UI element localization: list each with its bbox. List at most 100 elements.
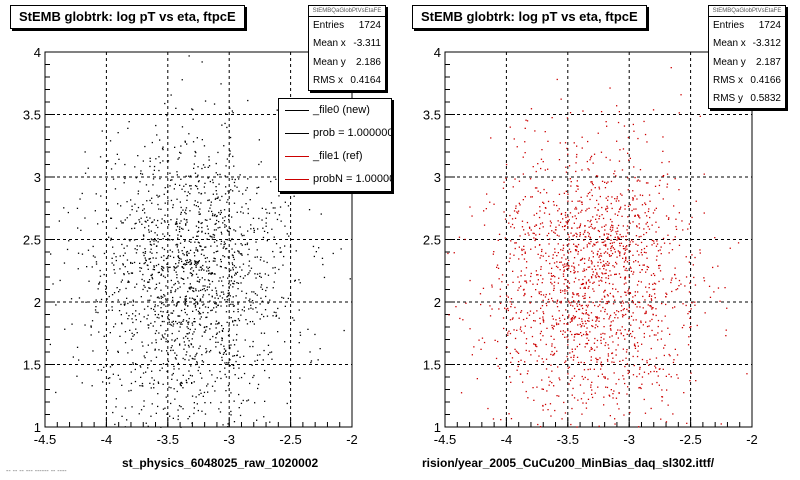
scatter-point	[655, 207, 657, 209]
scatter-point	[624, 252, 626, 254]
scatter-point	[124, 426, 126, 428]
scatter-point	[149, 257, 151, 260]
scatter-point	[266, 212, 268, 214]
scatter-point	[614, 213, 616, 215]
scatter-point	[584, 294, 586, 297]
scatter-point	[530, 296, 533, 298]
scatter-point	[126, 259, 129, 261]
scatter-point	[558, 310, 560, 312]
scatter-point	[151, 342, 153, 344]
scatter-point	[663, 242, 666, 244]
scatter-point	[78, 297, 81, 299]
scatter-point	[691, 302, 693, 304]
scatter-point	[247, 178, 249, 180]
scatter-point	[625, 239, 627, 241]
scatter-point	[195, 249, 197, 251]
scatter-point	[638, 227, 641, 229]
scatter-point	[130, 382, 133, 385]
scatter-point	[600, 339, 602, 342]
scatter-point	[650, 306, 652, 308]
scatter-point	[583, 239, 585, 241]
scatter-point	[174, 357, 177, 359]
scatter-point	[230, 392, 232, 394]
scatter-point	[667, 327, 669, 329]
scatter-point	[247, 212, 249, 215]
scatter-point	[143, 316, 145, 318]
scatter-point	[321, 257, 324, 259]
scatter-point	[662, 136, 664, 138]
scatter-point	[255, 307, 257, 309]
scatter-point	[189, 210, 191, 212]
scatter-point	[469, 279, 471, 282]
scatter-point	[256, 256, 258, 258]
scatter-point	[230, 280, 232, 282]
scatter-point	[176, 246, 178, 248]
scatter-point	[503, 181, 505, 183]
scatter-point	[238, 407, 240, 409]
scatter-point	[594, 337, 596, 340]
scatter-point	[200, 316, 202, 318]
scatter-point	[286, 233, 288, 235]
scatter-point	[573, 267, 576, 269]
scatter-point	[638, 215, 640, 217]
scatter-point	[495, 357, 498, 360]
scatter-point	[218, 322, 220, 325]
scatter-point	[151, 276, 153, 279]
scatter-point	[235, 360, 237, 363]
scatter-point	[556, 234, 558, 236]
scatter-point	[201, 222, 203, 224]
scatter-point	[228, 283, 230, 285]
scatter-point	[184, 358, 186, 361]
scatter-point	[657, 339, 659, 341]
scatter-point	[195, 288, 197, 290]
scatter-point	[163, 248, 166, 251]
scatter-point	[647, 182, 649, 184]
scatter-point	[717, 265, 719, 267]
scatter-point	[591, 261, 593, 263]
scatter-point	[180, 235, 182, 237]
scatter-point	[578, 295, 580, 297]
scatter-point	[158, 156, 160, 158]
scatter-point	[187, 321, 189, 324]
scatter-point	[115, 259, 117, 262]
scatter-point	[228, 250, 230, 252]
scatter-point	[118, 158, 120, 160]
scatter-point	[725, 329, 727, 331]
scatter-point	[614, 251, 616, 253]
scatter-point	[232, 263, 234, 266]
scatter-point	[176, 302, 178, 304]
scatter-point	[180, 382, 182, 384]
scatter-point	[645, 203, 647, 206]
scatter-point	[214, 302, 216, 305]
scatter-point	[123, 182, 125, 184]
scatter-point	[186, 195, 188, 197]
scatter-point	[198, 394, 200, 396]
scatter-point	[252, 376, 254, 379]
scatter-point	[183, 185, 185, 187]
scatter-point	[621, 305, 623, 307]
scatter-point	[267, 232, 269, 234]
scatter-point	[605, 386, 607, 388]
scatter-point	[627, 292, 629, 294]
scatter-point	[226, 299, 229, 301]
scatter-point	[173, 388, 175, 390]
scatter-point	[263, 349, 265, 352]
scatter-point	[668, 373, 670, 375]
scatter-point	[605, 245, 607, 247]
scatter-point	[132, 301, 135, 303]
scatter-point	[625, 267, 627, 270]
scatter-point	[192, 141, 195, 143]
scatter-point	[295, 250, 297, 252]
scatter-point	[607, 264, 610, 266]
scatter-point	[596, 316, 598, 318]
scatter-point	[208, 273, 210, 275]
scatter-point	[340, 248, 342, 250]
scatter-point	[570, 302, 572, 304]
scatter-point	[587, 320, 589, 322]
scatter-point	[588, 314, 590, 317]
scatter-point	[666, 173, 669, 175]
scatter-point	[459, 317, 461, 320]
scatter-point	[565, 221, 567, 223]
scatter-point	[131, 272, 134, 274]
stats-header: StEMBQaGlobPtVsEtaFE	[709, 6, 785, 17]
